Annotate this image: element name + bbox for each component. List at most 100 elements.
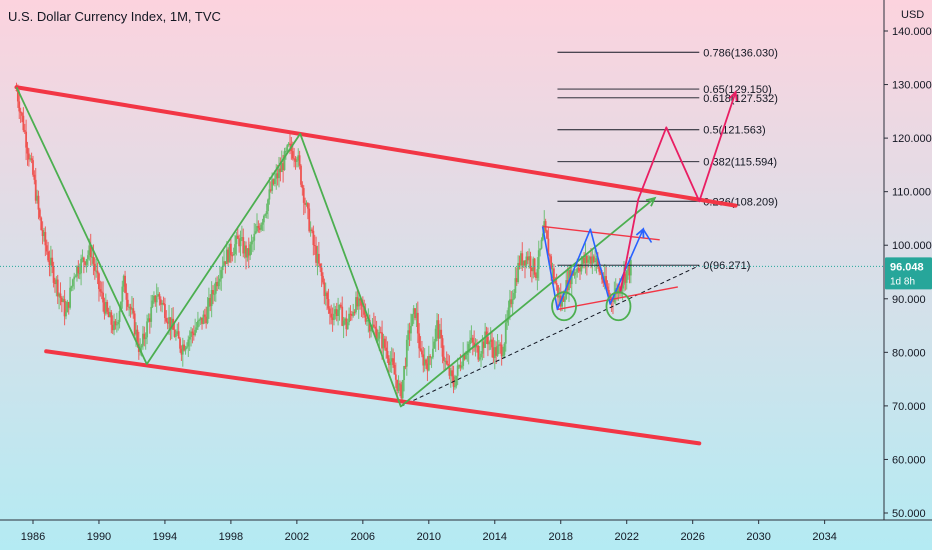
candle-up (146, 321, 148, 338)
candle-up (267, 199, 269, 212)
candle-up (198, 319, 201, 321)
candle-down (515, 278, 518, 282)
candle-down (421, 350, 423, 355)
candle-down (349, 313, 352, 315)
candle-up (497, 344, 500, 346)
candle-down (304, 202, 307, 205)
candle-down (598, 264, 601, 272)
candle-down (535, 274, 537, 279)
candle-down (440, 329, 443, 339)
candle-up (570, 271, 573, 285)
candle-down (282, 163, 285, 171)
candle-down (180, 348, 183, 355)
candle-up (519, 253, 522, 266)
candle-up (403, 366, 405, 381)
candle-down (562, 296, 565, 302)
y-tick-label: 130.000 (892, 80, 932, 92)
candle-down (205, 316, 208, 324)
candle-up (434, 328, 437, 342)
candle-up (551, 268, 554, 270)
candle-down (499, 344, 502, 346)
candle-down (38, 209, 41, 218)
candle-up (377, 338, 379, 341)
candle-up (594, 260, 597, 263)
candle-down (177, 331, 180, 339)
candle-down (473, 342, 476, 348)
candle-up (228, 243, 231, 263)
candle-up (625, 270, 628, 283)
candle-down (547, 238, 550, 256)
candle-down (628, 265, 631, 276)
x-tick-label: 1990 (87, 531, 111, 543)
last-price-tag[interactable]: 96.048 1d 8h (885, 257, 932, 290)
candle-up (184, 347, 187, 351)
candle-up (493, 347, 496, 358)
candle-up (506, 318, 509, 323)
candle-down (375, 328, 378, 341)
candle-up (234, 244, 236, 254)
candle-up (78, 273, 81, 275)
y-tick-label: 100.000 (892, 240, 932, 252)
candle-up (273, 178, 276, 184)
candle-down (592, 256, 595, 263)
candle-up (513, 292, 515, 300)
candle-up (195, 327, 198, 330)
candle-up (253, 233, 256, 241)
candle-down (544, 221, 547, 231)
candle-down (379, 332, 382, 334)
candle-down (136, 329, 139, 344)
x-tick-label: 2010 (417, 531, 441, 543)
candle-up (536, 269, 539, 279)
candle-down (47, 251, 50, 261)
candle-up (268, 189, 271, 200)
candle-up (456, 365, 459, 376)
candle-up (558, 295, 561, 298)
candle-down (15, 89, 18, 91)
candle-down (63, 299, 66, 317)
candle-up (576, 268, 579, 273)
candle-down (322, 275, 324, 283)
candle-up (284, 151, 287, 153)
candle-up (617, 286, 620, 294)
candle-down (22, 115, 25, 131)
projection-path (619, 91, 737, 294)
candle-up (444, 360, 447, 362)
candle-down (224, 261, 227, 264)
candle-down (99, 289, 102, 292)
candle-up (378, 332, 381, 339)
candle-down (463, 354, 466, 360)
x-tick-label: 2026 (680, 531, 704, 543)
candle-down (203, 314, 206, 317)
candle-up (157, 294, 159, 297)
candle-down (82, 257, 85, 262)
candle-down (353, 311, 356, 313)
x-tick-label: 1986 (21, 531, 45, 543)
candle-down (227, 249, 230, 263)
candle-up (511, 299, 514, 305)
candle-up (507, 307, 510, 319)
candle-up (352, 311, 355, 316)
candle-down (293, 158, 296, 160)
candle-down (596, 258, 599, 265)
candle-up (176, 331, 179, 335)
candle-up (58, 293, 60, 297)
candle-down (60, 297, 63, 302)
channel-upper-line (14, 85, 738, 208)
candle-up (366, 320, 368, 322)
candle-down (96, 270, 99, 274)
candle-down (51, 257, 54, 266)
candle-up (397, 383, 400, 391)
candle-up (246, 248, 249, 258)
candle-down (98, 273, 100, 290)
candle-down (143, 333, 146, 340)
candle-down (126, 299, 129, 307)
candle-up (197, 320, 199, 328)
candle-up (74, 276, 77, 278)
candle-down (33, 174, 36, 180)
candle-down (408, 330, 411, 334)
candle-down (111, 324, 114, 331)
candle-up (55, 279, 58, 285)
candle-down (276, 173, 279, 179)
candle-down (510, 299, 513, 305)
